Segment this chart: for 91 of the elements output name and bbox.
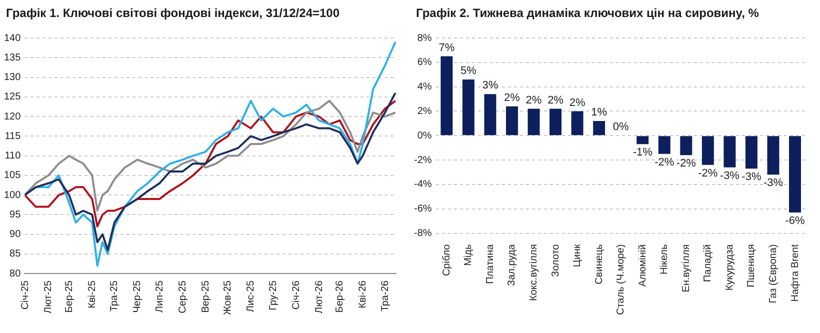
x-tick-label: Чер-25 [132, 280, 144, 313]
data-label: 2% [548, 94, 564, 106]
bar [440, 56, 453, 136]
y-tick-label: 80 [10, 268, 22, 280]
x-tick-label: Кві-25 [86, 280, 98, 308]
bar [462, 79, 474, 136]
x-tick-label: Лют-25 [43, 280, 54, 314]
data-label: 0% [612, 121, 629, 134]
x-tick-label: Алюміній [637, 244, 648, 287]
x-tick-label: Тра-25 [109, 280, 120, 312]
data-label: -2% [654, 156, 674, 168]
x-tick-label: Мідь [463, 244, 474, 266]
bar [745, 136, 758, 169]
y-tick-label: 125 [4, 92, 22, 103]
y-tick-label: 85 [10, 248, 22, 260]
bar [506, 106, 518, 136]
data-label: -1% [632, 146, 653, 159]
x-tick-label: Бер-26 [334, 280, 346, 313]
data-label: -2% [676, 158, 696, 170]
chart-title: Графік 2. Тижнева динаміка ключових цін на сировину, % [415, 5, 760, 22]
y-tick-label: 2% [417, 106, 432, 117]
x-tick-label: Кві-26 [358, 280, 369, 308]
y-tick-label: 6% [417, 57, 432, 68]
y-tick-label: 4% [417, 82, 432, 93]
bar [724, 136, 736, 168]
data-label: 7% [438, 42, 455, 54]
y-tick-label: -2% [414, 154, 432, 166]
data-label: 1% [591, 106, 608, 119]
x-tick-label: Тра-26 [380, 280, 391, 312]
x-tick-label: Нафта Brent [790, 244, 801, 302]
data-label: 5% [460, 65, 477, 78]
x-tick-label: Цинк [572, 244, 584, 268]
y-tick-label: 140 [4, 32, 22, 44]
y-tick-label: 115 [4, 130, 22, 142]
y-tick-label: 130 [4, 72, 22, 84]
bar [767, 136, 780, 175]
data-label: -3% [763, 177, 784, 190]
x-tick-label: Кокс.вугілля [528, 244, 540, 301]
x-tick-label: Бер-25 [64, 280, 75, 313]
x-tick-label: Січ-26 [290, 280, 302, 310]
y-tick-label: 8% [417, 32, 432, 44]
data-label: 2% [504, 92, 520, 104]
x-tick-label: Січ-25 [20, 280, 32, 310]
data-label: 2% [526, 94, 542, 106]
x-tick-label: Пшениця [746, 244, 758, 288]
y-tick-label: -4% [414, 179, 432, 190]
bar [550, 108, 562, 136]
bar [789, 136, 801, 213]
bar [636, 136, 649, 144]
bar [702, 136, 714, 165]
y-tick-label: 100 [4, 190, 22, 201]
x-tick-label: Платина [484, 244, 496, 284]
bar [484, 94, 496, 136]
y-tick-label: 90 [10, 229, 22, 240]
x-tick-label: Лют-26 [314, 280, 325, 314]
x-tick-label: Срібло [441, 244, 452, 276]
x-tick-label: Лип-25 [154, 280, 166, 313]
data-label: -3% [720, 170, 740, 182]
x-tick-label: Ен.вугілля [680, 244, 692, 292]
x-tick-label: Сер-25 [177, 280, 188, 314]
bar [528, 108, 540, 136]
bar [571, 111, 584, 136]
y-tick-label: 95 [10, 209, 22, 220]
data-label: 3% [482, 80, 498, 92]
bar [680, 136, 692, 156]
chart-title: Графік 1. Ключові світові фондові індекси, 31/12/24=100 [5, 5, 341, 22]
data-label: -2% [698, 167, 718, 180]
x-tick-label: Сталь (Ч.море) [616, 244, 627, 316]
data-label: -3% [742, 171, 762, 184]
bar [593, 120, 606, 136]
bar [658, 136, 670, 154]
x-tick-label: Свинець [594, 244, 605, 284]
x-tick-label: Нікель [659, 244, 670, 274]
y-tick-label: -6% [414, 204, 432, 215]
x-tick-label: Вер-25 [200, 280, 212, 313]
x-tick-label: Газ (Європа) [768, 244, 779, 304]
x-tick-label: Золото [550, 244, 562, 277]
x-tick-label: Гру-25 [268, 280, 279, 310]
x-tick-label: Жов-25 [222, 280, 234, 316]
x-tick-label: Лис-25 [246, 280, 257, 312]
y-tick-label: 110 [4, 150, 22, 162]
data-label: -6% [785, 215, 805, 228]
y-tick-label: 135 [4, 52, 22, 64]
data-label: 2% [569, 96, 586, 109]
y-tick-label: 0% [417, 130, 432, 142]
x-tick-label: Кукурудза [724, 244, 736, 291]
x-tick-label: Паладій [702, 244, 714, 282]
x-tick-label: Зал.руда [506, 244, 518, 286]
y-tick-label: 105 [4, 170, 22, 182]
y-tick-label: 120 [4, 111, 22, 122]
y-tick-label: -8% [414, 228, 432, 240]
